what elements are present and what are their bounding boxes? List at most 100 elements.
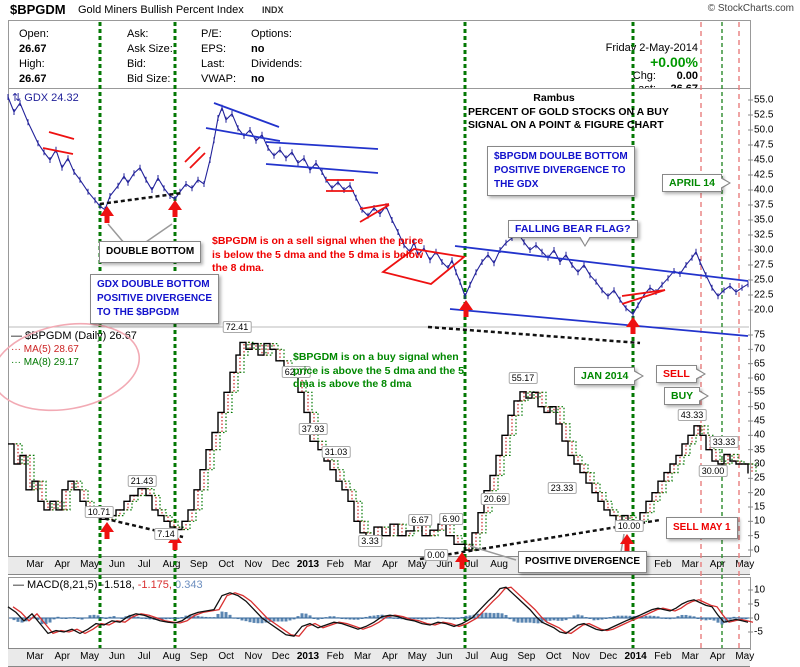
- bpgdm-legend-line: — $BPGDM (Daily) 26.67: [11, 330, 137, 342]
- y-tick-label: 15: [754, 501, 766, 513]
- bpgdm-legend-ma5: ··· MA(5) 28.67: [11, 344, 79, 355]
- quote-label: Open:: [19, 28, 49, 40]
- month-label: Sep: [189, 651, 208, 662]
- month-label: Jun: [436, 559, 453, 570]
- y-tick-label: 55.0: [754, 94, 774, 106]
- y-tick-label: 5: [754, 598, 760, 610]
- quote-value: no: [251, 73, 265, 85]
- month-label: Feb: [654, 651, 672, 662]
- quote-column: Ask: Ask Size: Bid: Bid Size:: [127, 27, 197, 87]
- month-label: Apr: [54, 651, 71, 662]
- main-x-axis: Mar Apr May Jun Jul Aug Sep Oct Nov Dec 2013 Feb Mar…: [8, 556, 754, 575]
- month-label: Apr: [382, 559, 398, 570]
- month-label: Jul: [137, 559, 151, 570]
- month-label: Dec: [271, 651, 290, 662]
- quote-row: Ask:: [127, 27, 197, 42]
- month-label: Mar: [353, 651, 372, 662]
- main-chart-panel: [8, 88, 751, 557]
- y-tick-label: 0: [754, 544, 760, 556]
- month-label: Mar: [26, 651, 44, 662]
- month-label: Dec: [599, 651, 618, 662]
- y-tick-label: 0: [754, 612, 760, 624]
- y-tick-label: 22.5: [754, 289, 774, 301]
- quote-label: Dividends:: [251, 58, 303, 70]
- month-label: Nov: [572, 651, 590, 662]
- y-tick-label: 45: [754, 415, 766, 427]
- quote-label: Options:: [251, 28, 292, 40]
- y-tick-label: 40.0: [754, 184, 774, 196]
- month-label: May: [407, 651, 427, 662]
- y-tick-label: 10: [754, 515, 766, 527]
- y-tick-label: 25: [754, 472, 766, 484]
- quote-right-row: Chg: 0.00: [606, 70, 698, 83]
- month-label: Apr: [709, 651, 726, 662]
- title-bar: $BPGDM Gold Miners Bullish Percent Index…: [0, 0, 800, 20]
- quote-label: EPS:: [201, 43, 227, 55]
- month-label: Jul: [465, 651, 479, 662]
- y-tick-label: 10: [754, 584, 766, 596]
- month-label: Apr: [54, 559, 71, 570]
- exchange-tag: INDX: [262, 5, 284, 15]
- y-tick-label: 40: [754, 429, 766, 441]
- symbol-name: Gold Miners Bullish Percent Index: [78, 4, 244, 16]
- month-label: Feb: [654, 559, 672, 570]
- symbol: $BPGDM: [10, 2, 66, 17]
- bpgdm-legend: — $BPGDM (Daily) 26.67 ··· MA(5) 28.67 ·…: [11, 330, 137, 369]
- bpgdm-legend-ma8: ··· MA(8) 29.17: [11, 357, 79, 368]
- month-label: Oct: [545, 651, 562, 662]
- month-label: Aug: [490, 651, 508, 662]
- quote-value: 26.67: [19, 43, 47, 55]
- gdx-legend: ⇅ GDX 24.32: [12, 92, 79, 104]
- month-label: Mar: [681, 651, 699, 662]
- month-label: Oct: [218, 559, 234, 570]
- copyright: © StockCharts.com: [707, 3, 794, 14]
- y-tick-label: 52.5: [754, 109, 774, 121]
- y-tick-label: 55: [754, 386, 766, 398]
- month-label: Oct: [218, 651, 234, 662]
- month-label: Sep: [189, 559, 208, 570]
- y-tick-label: 30: [754, 458, 766, 470]
- quote-row: Last:: [201, 57, 271, 72]
- month-label: Jun: [108, 651, 125, 662]
- month-label: Aug: [162, 559, 181, 570]
- month-label: Aug: [490, 559, 508, 570]
- month-label: Nov: [244, 651, 263, 662]
- month-label: May: [80, 559, 100, 570]
- month-label: Sep: [517, 651, 536, 662]
- y-tick-label: 25.0: [754, 274, 774, 286]
- month-label: Jul: [137, 651, 151, 662]
- quote-row: High: 26.67: [19, 57, 83, 87]
- month-label: Dec: [599, 559, 618, 570]
- month-label: Mar: [26, 559, 44, 570]
- month-label: Aug: [162, 651, 181, 662]
- y-tick-label: 20: [754, 487, 766, 499]
- quote-row: Open: 26.67: [19, 27, 83, 57]
- y-tick-label: 47.5: [754, 139, 774, 151]
- quote-row: Dividends: no: [251, 57, 311, 87]
- y-tick-label: 20.0: [754, 304, 774, 316]
- quote-label: VWAP:: [201, 73, 237, 85]
- y-tick-label: 60: [754, 372, 766, 384]
- month-label: Nov: [572, 559, 590, 570]
- quote-label: Ask Size:: [127, 43, 173, 55]
- month-label: 2014: [624, 559, 647, 570]
- month-label: May: [735, 559, 755, 570]
- month-label: Apr: [382, 651, 398, 662]
- month-label: Feb: [326, 559, 344, 570]
- macd-legend: — MACD(8,21,5) -1.518, -1.175, 0.343: [13, 579, 203, 591]
- month-label: 2013: [296, 559, 320, 570]
- month-label: Dec: [271, 559, 290, 570]
- y-tick-label: 35.0: [754, 214, 774, 226]
- y-tick-label: 27.5: [754, 259, 774, 271]
- month-label: Mar: [353, 559, 372, 570]
- month-label: 2014: [624, 651, 647, 662]
- month-label: Jun: [436, 651, 453, 662]
- y-tick-label: 35: [754, 444, 766, 456]
- month-label: Sep: [517, 559, 536, 570]
- month-label: Mar: [681, 559, 699, 570]
- quote-row: P/E:: [201, 27, 271, 42]
- month-label: 2013: [296, 651, 320, 662]
- month-label: Nov: [244, 559, 263, 570]
